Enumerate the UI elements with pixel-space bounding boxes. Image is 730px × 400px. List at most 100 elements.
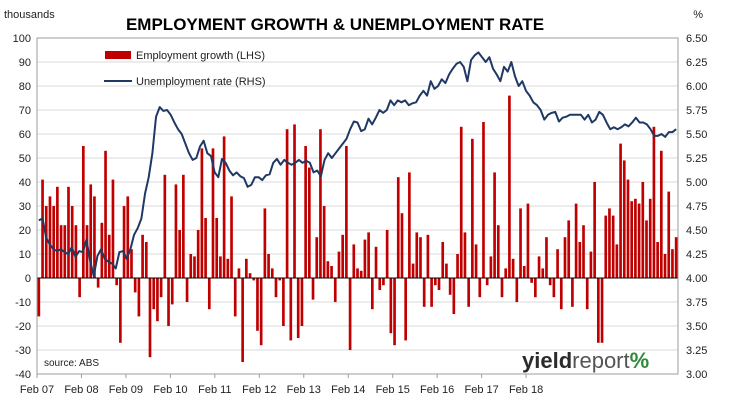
employment-bar bbox=[456, 254, 459, 278]
employment-bar bbox=[445, 263, 448, 278]
employment-bar bbox=[152, 278, 156, 310]
chart-title: EMPLOYMENT GROWTH & UNEMPLOYMENT RATE bbox=[126, 15, 544, 34]
employment-bar bbox=[141, 234, 144, 278]
employment-bar bbox=[282, 278, 285, 326]
employment-bar bbox=[263, 208, 267, 278]
legend-label-employment: Employment growth (LHS) bbox=[136, 50, 265, 62]
employment-bar bbox=[226, 258, 230, 278]
employment-bar bbox=[337, 251, 341, 278]
x-tick-label: Feb 08 bbox=[64, 384, 98, 396]
employment-bar bbox=[189, 254, 193, 278]
right-tick-label: 6.00 bbox=[686, 81, 707, 93]
employment-bar bbox=[615, 244, 619, 278]
employment-bar bbox=[215, 218, 219, 278]
employment-bar bbox=[137, 278, 141, 317]
employment-bar bbox=[404, 278, 407, 341]
employment-bar bbox=[170, 278, 174, 305]
employment-bar bbox=[56, 186, 59, 278]
employment-bar bbox=[478, 278, 482, 298]
employment-bar bbox=[400, 213, 404, 278]
employment-bar bbox=[237, 268, 241, 278]
employment-bar bbox=[671, 249, 674, 278]
employment-bar bbox=[393, 278, 396, 346]
x-axis-ticks: Feb 07 Feb 08 Feb 09 Feb 10 Feb 11 Feb 12 Feb … bbox=[20, 374, 543, 396]
employment-bar bbox=[471, 138, 474, 278]
employment-bar bbox=[574, 203, 578, 278]
employment-bar bbox=[504, 268, 508, 278]
employment-bar bbox=[674, 237, 678, 278]
employment-bar bbox=[459, 126, 463, 278]
employment-bar bbox=[396, 177, 400, 278]
left-axis-ticks: -40 -30 -20 -10 0 10 20 30 40 50 60 70 80 90 100 bbox=[13, 33, 31, 381]
employment-bar bbox=[659, 150, 663, 278]
x-tick-label: Feb 18 bbox=[509, 384, 543, 396]
left-tick-label: -30 bbox=[15, 345, 31, 357]
employment-bar bbox=[89, 184, 93, 278]
right-tick-label: 5.75 bbox=[686, 105, 707, 117]
employment-bar bbox=[630, 201, 634, 278]
employment-bar bbox=[348, 278, 352, 350]
employment-bar bbox=[144, 242, 148, 278]
employment-bar bbox=[248, 273, 252, 278]
employment-bar bbox=[296, 278, 300, 338]
right-tick-label: 3.25 bbox=[686, 345, 707, 357]
right-tick-label: 4.75 bbox=[686, 201, 707, 213]
employment-bar bbox=[656, 242, 659, 278]
employment-bar bbox=[600, 278, 604, 343]
employment-bar bbox=[304, 146, 307, 278]
employment-bar bbox=[474, 244, 478, 278]
employment-bar bbox=[196, 230, 200, 278]
employment-bar bbox=[81, 146, 85, 278]
employment-bar bbox=[637, 203, 641, 278]
employment-bar bbox=[219, 256, 222, 278]
brand-logo: yieldreport% bbox=[522, 348, 649, 373]
employment-bar bbox=[426, 234, 430, 278]
employment-bar bbox=[104, 150, 107, 278]
employment-bars bbox=[37, 95, 678, 362]
gridlines bbox=[37, 37, 678, 375]
employment-bar bbox=[178, 230, 181, 278]
employment-bar bbox=[74, 225, 78, 278]
employment-bar bbox=[641, 182, 645, 278]
employment-bar bbox=[467, 278, 470, 307]
employment-bar bbox=[530, 278, 533, 283]
employment-bar bbox=[96, 278, 100, 288]
employment-bar bbox=[115, 278, 118, 286]
employment-bar bbox=[315, 237, 319, 278]
legend-bar-swatch bbox=[105, 51, 131, 59]
employment-bar bbox=[385, 230, 389, 278]
x-tick-label: Feb 10 bbox=[153, 384, 187, 396]
employment-bar bbox=[556, 249, 559, 278]
left-axis-unit: thousands bbox=[4, 9, 55, 21]
left-tick-label: 30 bbox=[19, 201, 31, 213]
employment-bar bbox=[200, 148, 204, 278]
left-tick-label: 100 bbox=[13, 33, 31, 45]
employment-bar bbox=[345, 146, 348, 278]
right-tick-label: 6.25 bbox=[686, 57, 707, 69]
x-tick-label: Feb 13 bbox=[287, 384, 321, 396]
left-tick-label: 80 bbox=[19, 81, 31, 93]
employment-bar bbox=[622, 160, 626, 278]
employment-bar bbox=[52, 206, 56, 278]
employment-bar bbox=[452, 278, 456, 314]
employment-bar bbox=[541, 268, 545, 278]
employment-bar bbox=[378, 278, 382, 290]
employment-bar bbox=[463, 232, 467, 278]
x-tick-label: Feb 16 bbox=[420, 384, 454, 396]
employment-bar bbox=[652, 126, 656, 278]
employment-bar bbox=[363, 239, 367, 278]
employment-bar bbox=[430, 278, 433, 307]
x-tick-label: Feb 11 bbox=[198, 384, 231, 396]
employment-bar bbox=[537, 256, 541, 278]
right-axis-ticks: 3.00 3.25 3.50 3.75 4.00 4.25 4.50 4.75 5.00 5.25… bbox=[686, 33, 707, 381]
employment-bar bbox=[593, 182, 596, 278]
employment-bar bbox=[78, 278, 81, 298]
brand-part-report: report bbox=[572, 348, 629, 373]
right-tick-label: 6.50 bbox=[686, 33, 707, 45]
left-tick-label: -40 bbox=[15, 369, 31, 381]
brand-percent-symbol: % bbox=[630, 348, 650, 373]
employment-bar bbox=[333, 278, 337, 302]
x-tick-label: Feb 07 bbox=[20, 384, 54, 396]
x-tick-label: Feb 12 bbox=[242, 384, 276, 396]
employment-bar bbox=[326, 261, 330, 278]
